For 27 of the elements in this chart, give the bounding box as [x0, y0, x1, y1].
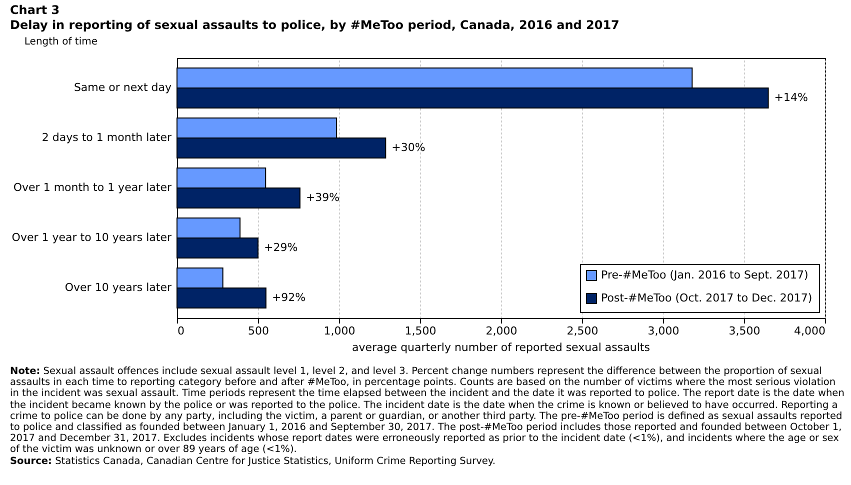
x-tick-label: 1,000	[324, 324, 356, 338]
legend-label: Pre-#MeToo (Jan. 2016 to Sept. 2017)	[601, 268, 808, 282]
x-tick-label: 2,500	[566, 324, 598, 338]
y-tick-label: Over 1 year to 10 years later	[12, 231, 172, 244]
legend-label: Post-#MeToo (Oct. 2017 to Dec. 2017)	[601, 292, 812, 304]
text: Chart 3	[10, 3, 60, 17]
x-tick-label: 2,000	[486, 324, 518, 338]
annotation: +29%	[264, 241, 298, 254]
y-tick-label: Same or next day	[74, 81, 172, 94]
x-tick-label: 3,000	[648, 324, 680, 338]
chart-subtitle: Delay in reporting of sexual assaults to police, by #MeToo period, Canada, 2016 and 2017	[10, 18, 620, 32]
x-tick-label: 3,500	[728, 324, 760, 338]
annotation: +14%	[774, 91, 808, 104]
x-tick-label: 1,500	[404, 324, 436, 338]
x-tick-label: 0	[178, 324, 184, 338]
text: Note: Sexual assault offences include sexual assault level 1, level 2, and level 3. Percent change numbers represent the difference between the proportion of sexual assaults in each time to reporting category before and after #MeToo, in percentage points. Counts are based on the number of victims where the most serious violation in the incident was sexual assault. Time periods represent the time elapsed between the incident and the date it was reported to police. The report date is the date when the incident became known by the police or was reported to the police. The incident date is the date when the crime is known or believed to have occurred. Reporting a crime to police can be done by any party, including the victim, a parent or guardian, or another third party. The pre-#MeToo period is defined as sexual assaults reported to police and classified as founded between January 1, 2016 and September 30, 2017. The post-#MeToo period includes those reported and founded between October 1, 2017 and December 31, 2017. Excludes incidents whose report dates were erroneously reported as prior to the incident date (<1%), and incidents where the age or sex of the victim was unknown or over 89 years of age (<1%).	[10, 366, 844, 456]
source-note: Source: Statistics Canada, Canadian Centre for Justice Statistics, Uniform Crime Reporting Survey.	[10, 456, 496, 467]
x-axis-title: average quarterly number of reported sexual assaults	[351, 341, 651, 354]
y-axis-title: Length of time	[24, 36, 98, 48]
annotation: +30%	[392, 141, 426, 154]
y-tick-label: Over 1 month to 1 year later	[13, 181, 172, 194]
y-tick-label: Over 10 years later	[64, 281, 172, 294]
x-tick-label: 4,000	[794, 324, 826, 338]
annotation: +92%	[272, 291, 306, 304]
x-tick-label: 500	[248, 324, 269, 338]
y-tick-label: 2 days to 1 month later	[42, 131, 172, 144]
annotation: +39%	[306, 191, 340, 204]
